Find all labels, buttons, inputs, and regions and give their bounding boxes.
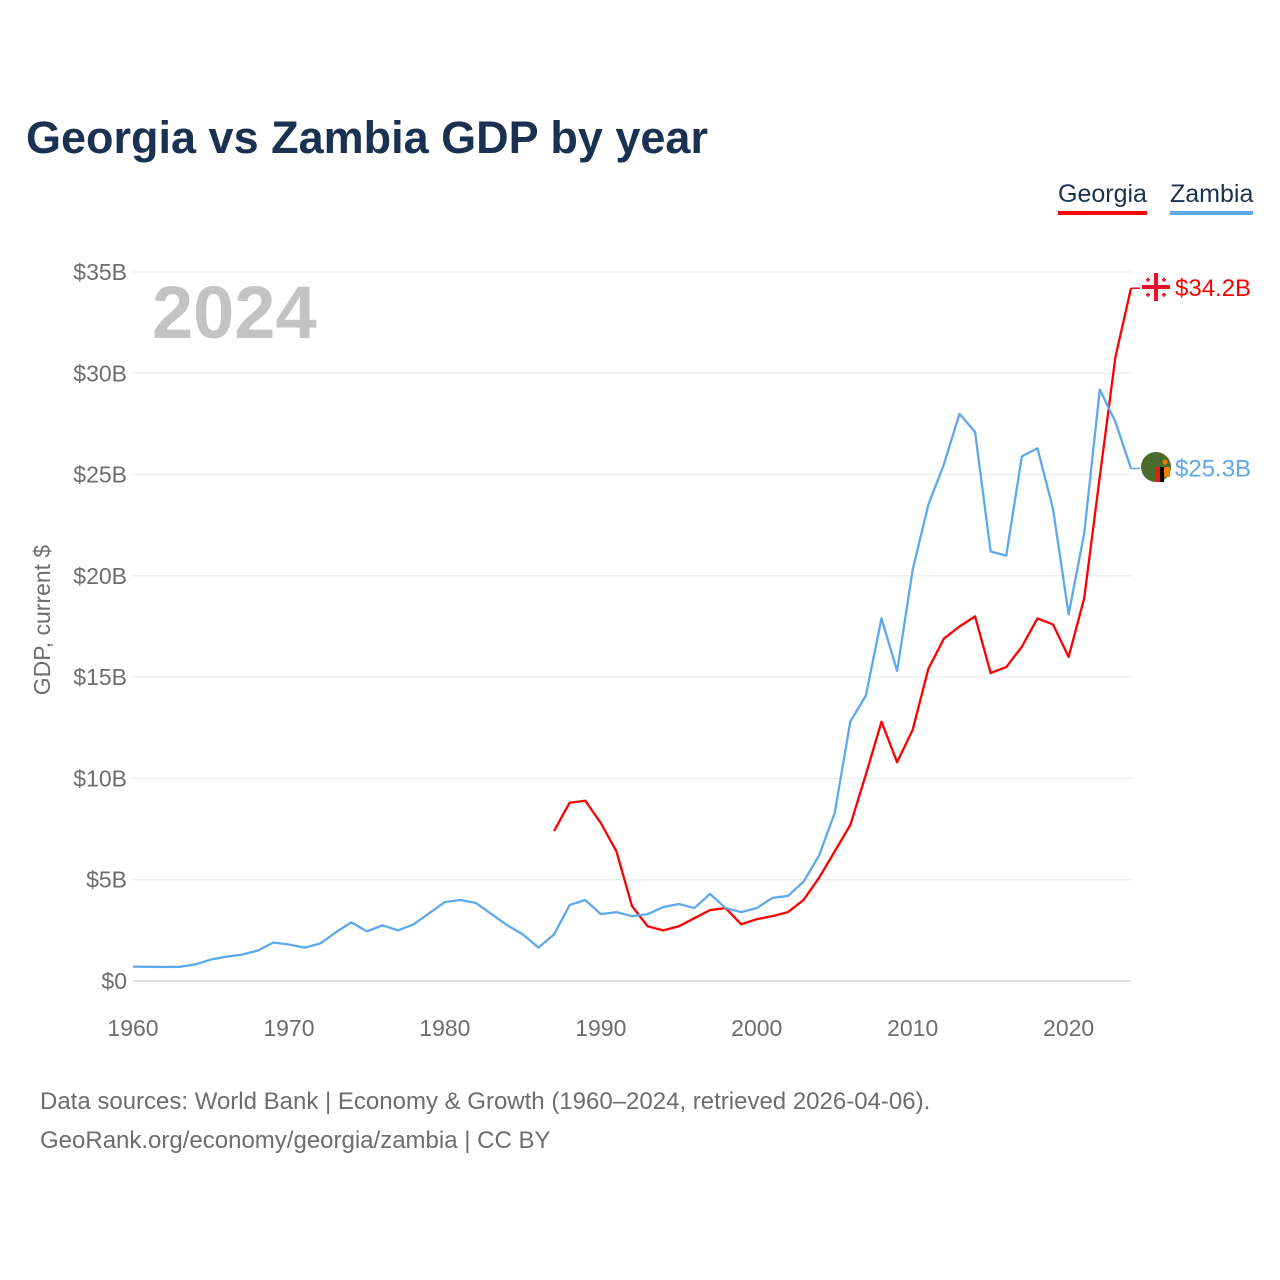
x-tick-label: 1990 [575,1015,626,1041]
x-tick-label: 1960 [107,1015,158,1041]
x-tick-label: 1980 [419,1015,470,1041]
y-tick-label: $15B [73,664,127,690]
georgia-flag-icon [1142,273,1170,301]
y-axis-label: GDP, current $ [29,545,55,696]
y-tick-label: $10B [73,765,127,791]
legend-zambia[interactable]: Zambia [1170,180,1254,215]
zambia-flag-icon [1141,452,1171,482]
chart-title: Georgia vs Zambia GDP by year [26,112,708,163]
y-tick-label: $5B [86,867,127,893]
y-tick-label: $20B [73,563,127,589]
y-tick-label: $30B [73,360,127,386]
y-tick-label: $35B [73,259,127,285]
source-link[interactable]: GeoRank.org/economy/georgia/zambia | CC … [40,1127,551,1154]
legend-georgia[interactable]: Georgia [1058,180,1147,215]
x-tick-label: 2000 [731,1015,782,1041]
x-tick-label: 2010 [887,1015,938,1041]
georgia-series-line [553,287,1133,932]
y-tick-label: $25B [73,462,127,488]
georgia-end-value-label: $34.2B [1175,275,1251,302]
zambia-series-line [132,388,1133,969]
zambia-end-value-label: $25.3B [1175,455,1251,482]
data-source-text: Data sources: World Bank | Economy & Gro… [40,1088,931,1115]
year-label: 2024 [152,271,317,354]
x-tick-label: 2020 [1043,1015,1094,1041]
y-tick-label: $0 [101,968,127,994]
footer: Data sources: World Bank | Economy & Gro… [40,1082,930,1160]
x-tick-label: 1970 [263,1015,314,1041]
